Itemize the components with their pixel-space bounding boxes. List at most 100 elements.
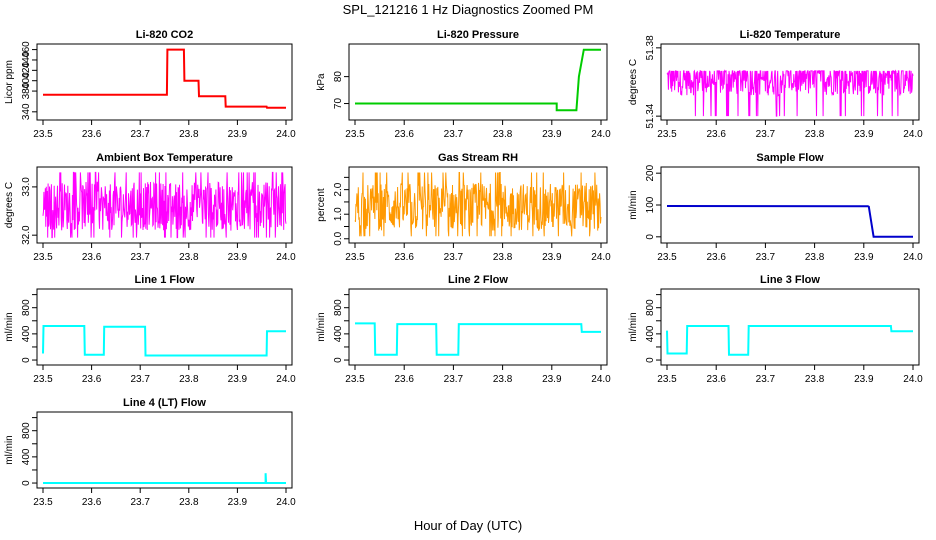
x-tick-label: 23.7 [756, 129, 776, 140]
y-tick-label: 400 [21, 448, 32, 465]
data-line [666, 205, 913, 238]
plot-frame [36, 43, 293, 121]
x-tick-label: 23.5 [33, 497, 53, 508]
data-line [666, 69, 914, 117]
y-tick-label: 100 [645, 196, 656, 213]
data-line [42, 171, 287, 239]
panel-title: Li-820 Temperature [740, 29, 841, 41]
plot-frame [348, 166, 608, 244]
x-tick-label: 23.8 [493, 129, 513, 140]
panel-title: Sample Flow [756, 152, 824, 164]
panel-title: Line 2 Flow [448, 274, 508, 286]
panel-1: Li-820 CO2 23.5 23.6 23.7 23.8 23.9 24.0 340 380… [4, 29, 296, 140]
x-tick-label: 23.6 [82, 497, 102, 508]
x-tick-label: 23.8 [493, 374, 513, 385]
panel-title: Line 3 Flow [760, 274, 820, 286]
y-tick-label: 0 [21, 480, 32, 486]
y-tick-label: 340 [21, 103, 32, 120]
x-tick-label: 23.5 [345, 374, 365, 385]
x-tick-label: 24.0 [276, 129, 296, 140]
y-tick-label: 80 [333, 71, 344, 83]
x-tick-label: 23.5 [33, 129, 53, 140]
x-tick-label: 24.0 [903, 374, 923, 385]
panel-title: Li-820 CO2 [136, 29, 193, 41]
x-tick-label: 23.5 [657, 129, 677, 140]
data-line [42, 325, 286, 357]
data-line [355, 322, 601, 356]
y-axis-label: percent [316, 188, 327, 222]
y-tick-label: 400 [333, 325, 344, 342]
x-tick-label: 23.7 [756, 252, 776, 263]
y-tick-label: 420 [21, 62, 32, 79]
y-axis-label: ml/min [628, 190, 639, 219]
x-tick-label: 23.9 [854, 129, 874, 140]
y-tick-label: 33.0 [21, 177, 32, 197]
x-tick-label: 23.7 [444, 252, 464, 263]
x-tick-label: 23.8 [179, 374, 199, 385]
plot-frame [660, 43, 920, 121]
y-tick-label: 0 [333, 357, 344, 363]
y-axis-label: ml/min [4, 435, 15, 464]
data-line [354, 172, 602, 237]
y-tick-label: 1.0 [333, 207, 344, 221]
x-tick-label: 23.7 [756, 374, 776, 385]
y-tick-label: 800 [333, 299, 344, 316]
y-axis-label: Licor ppm [4, 60, 15, 104]
x-tick-label: 23.7 [130, 129, 150, 140]
y-tick-label: 51.34 [645, 103, 656, 128]
x-tick-label: 23.6 [706, 129, 726, 140]
panel-3: Li-820 Temperature 23.5 23.6 23.7 23.8 23.9 24… [628, 29, 923, 140]
x-tick-label: 24.0 [903, 129, 923, 140]
y-axis-label: ml/min [628, 312, 639, 341]
x-tick-label: 23.7 [130, 497, 150, 508]
panel-4: Ambient Box Temperature 23.5 23.6 23.7 23.8 2… [4, 152, 296, 263]
data-line [666, 325, 913, 356]
x-tick-label: 23.8 [179, 129, 199, 140]
y-tick-label: 400 [645, 325, 656, 342]
x-tick-label: 24.0 [276, 374, 296, 385]
x-tick-label: 23.9 [228, 497, 248, 508]
x-tick-label: 23.9 [228, 129, 248, 140]
panel-title: Gas Stream RH [438, 152, 518, 164]
x-tick-label: 23.8 [493, 252, 513, 263]
x-tick-label: 23.5 [657, 252, 677, 263]
x-tick-label: 23.5 [657, 374, 677, 385]
y-tick-label: 32.0 [21, 225, 32, 245]
x-tick-label: 23.9 [228, 252, 248, 263]
panel-title: Li-820 Pressure [437, 29, 519, 41]
x-tick-label: 24.0 [591, 129, 611, 140]
x-tick-label: 23.6 [82, 129, 102, 140]
plot-frame [36, 411, 293, 489]
x-tick-label: 23.6 [706, 374, 726, 385]
panel-9: Line 3 Flow 23.5 23.6 23.7 23.8 23.9 24.0 0 400 8… [628, 274, 923, 385]
plot-frame [36, 288, 293, 366]
y-tick-label: 2.0 [333, 182, 344, 196]
x-tick-label: 23.7 [444, 374, 464, 385]
x-tick-label: 23.6 [706, 252, 726, 263]
plot-frame [660, 288, 920, 366]
x-tick-label: 24.0 [591, 252, 611, 263]
x-axis-title: Hour of Day (UTC) [413, 518, 523, 533]
y-tick-label: 200 [645, 164, 656, 181]
x-tick-label: 23.9 [228, 374, 248, 385]
y-tick-label: 0 [645, 357, 656, 363]
panel-7: Line 1 Flow 23.5 23.6 23.7 23.8 23.9 24.0 0 400 8… [4, 274, 296, 385]
y-axis-label: kPa [316, 73, 327, 91]
x-tick-label: 23.6 [394, 374, 414, 385]
y-axis-label: ml/min [4, 312, 15, 341]
y-tick-label: 0 [645, 234, 656, 240]
x-tick-label: 23.6 [394, 252, 414, 263]
x-tick-label: 23.5 [345, 129, 365, 140]
plot-frame [348, 43, 608, 121]
panel-6: Sample Flow 23.5 23.6 23.7 23.8 23.9 24.0 0 100 2… [628, 152, 923, 263]
y-axis-label: degrees C [4, 182, 15, 228]
panel-title: Line 1 Flow [135, 274, 195, 286]
y-axis-label: degrees C [628, 59, 639, 105]
x-tick-label: 23.8 [179, 497, 199, 508]
panel-5: Gas Stream RH 23.5 23.6 23.7 23.8 23.9 24.0 0.0… [316, 152, 611, 263]
x-tick-label: 23.9 [854, 252, 874, 263]
data-line [43, 473, 286, 484]
panel-title: Ambient Box Temperature [96, 152, 233, 164]
x-tick-label: 23.9 [542, 129, 562, 140]
